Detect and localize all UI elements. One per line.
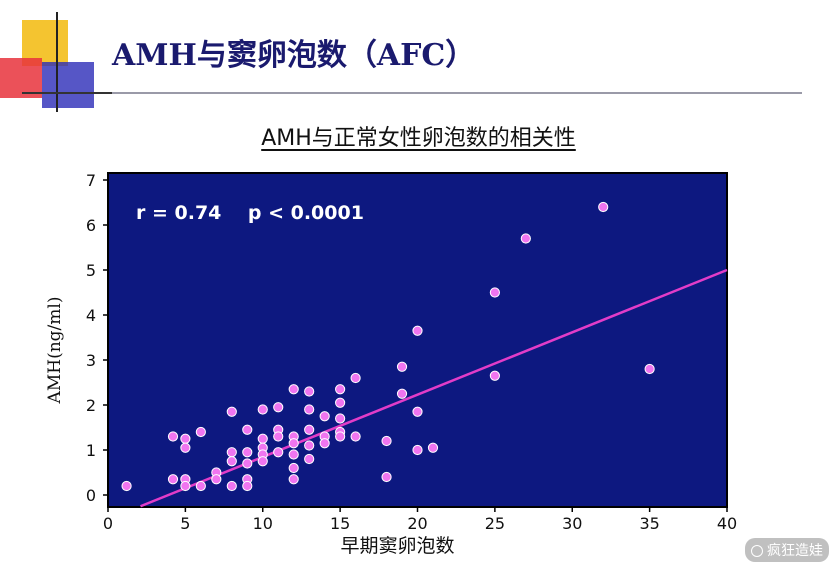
data-point [180,433,191,444]
deco-vertical-line [56,12,58,112]
regression-line [140,268,728,508]
deco-blue-square [42,62,94,108]
data-point [242,480,253,492]
data-point [304,404,315,415]
data-point [121,480,132,492]
data-point [489,287,500,298]
deco-horizontal-line [22,92,112,94]
data-point [288,384,299,395]
title-divider [112,92,802,94]
data-point [335,384,346,395]
slide-title: AMH与窦卵泡数（AFC） [112,38,476,73]
y-tick-label: 0 [86,486,96,505]
data-point [180,480,191,492]
data-point [273,431,284,442]
data-point [412,406,423,417]
data-point [195,426,206,438]
y-tick-label: 6 [86,216,96,235]
data-point [381,471,392,483]
data-point [226,480,237,492]
data-point [226,406,237,417]
data-point [226,456,237,467]
data-point [226,447,237,458]
data-point [489,370,500,381]
data-point [242,424,253,435]
data-point [257,433,268,444]
axis-labels: 0 5 10 15 20 25 30 35 40 0 1 2 3 4 5 6 7 早期窦卵泡数 AMH(ng/ml) [45,171,737,557]
x-tick-label: 20 [407,514,427,533]
data-point [412,444,423,456]
watermark-logo-icon [751,545,763,557]
data-point [167,474,179,485]
data-point [396,388,408,399]
data-point [520,233,531,244]
data-point [257,404,268,415]
data-point [167,431,179,442]
data-point [195,480,206,492]
data-point [288,438,299,449]
data-point [242,458,253,469]
data-point [304,424,315,435]
chart-title: AMH与正常女性卵泡数的相关性 [261,126,576,151]
deco-red-square [0,58,42,98]
x-tick-label: 30 [562,514,582,533]
data-point [211,474,222,485]
data-point [304,386,315,397]
data-point [319,438,330,449]
data-point [288,474,299,485]
plot-area: r = 0.74 p < 0.0001 [121,201,728,508]
data-point [273,447,284,458]
data-point [381,435,392,447]
x-tick-label: 0 [103,514,113,533]
data-point [288,462,299,474]
data-point [335,413,346,424]
y-tick-label: 3 [86,351,96,370]
x-tick-label: 40 [717,514,737,533]
y-tick-label: 4 [86,306,96,325]
data-point [335,431,346,442]
data-point [273,402,284,413]
data-point [288,449,299,460]
x-tick-label: 25 [485,514,505,533]
y-tick-label: 5 [86,261,96,280]
y-axis-title: AMH(ng/ml) [45,297,65,405]
data-point [257,456,268,467]
x-tick-label: 5 [180,514,190,533]
data-point [427,442,439,453]
data-point [350,372,361,384]
y-tick-label: 7 [86,171,96,190]
y-tick-label: 2 [86,396,96,415]
data-point [350,431,361,442]
data-point [644,363,655,375]
y-tick-label: 1 [86,441,96,460]
correlation-annotation: r = 0.74 p < 0.0001 [136,202,364,224]
data-point [396,361,408,372]
data-point [304,453,315,465]
data-point [598,201,609,213]
data-point [412,325,423,336]
data-point [319,411,330,422]
watermark: 疯狂造娃 [745,538,829,562]
data-point [335,397,346,408]
data-point [242,447,253,458]
x-tick-label: 35 [639,514,659,533]
data-point [180,442,191,453]
watermark-text: 疯狂造娃 [767,543,823,559]
x-tick-label: 15 [330,514,350,533]
x-axis-title: 早期窦卵泡数 [340,535,454,557]
data-point [304,440,315,451]
x-tick-label: 10 [253,514,273,533]
